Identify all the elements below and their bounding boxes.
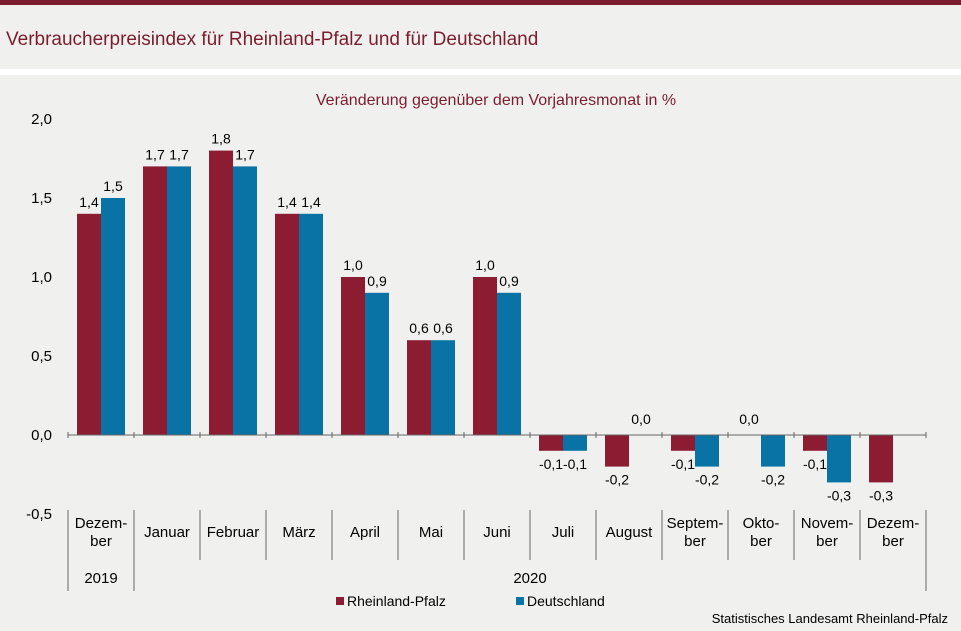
bar-chart: Veränderung gegenüber dem Vorjahresmonat… [26,92,948,626]
data-label: 1,4 [277,194,297,210]
data-label: -0,2 [605,472,629,488]
bar-rheinland-pfalz [869,435,893,483]
data-label: 0,0 [739,411,759,427]
category-label: Dezem- [867,515,920,532]
bars [77,150,893,483]
legend-label: Rheinland-Pfalz [347,593,446,609]
bar-rheinland-pfalz [77,213,101,435]
bar-deutschland [233,166,257,435]
bar-deutschland [563,435,587,451]
data-label: -0,2 [695,472,719,488]
data-label: 0,6 [409,320,429,336]
data-label: 1,7 [235,146,255,162]
bar-rheinland-pfalz [605,435,629,467]
data-label: -0,2 [761,472,785,488]
bar-deutschland [827,435,851,483]
legend-swatch [516,597,524,605]
data-labels: 1,41,71,81,41,00,61,0-0,1-0,2-0,10,0-0,1… [79,131,893,504]
category-label: ber [684,533,706,550]
bar-rheinland-pfalz [209,150,233,435]
data-label: 1,4 [301,194,321,210]
category-label: Juni [483,524,511,541]
category-label: Novem- [801,515,854,532]
data-label: 0,6 [433,320,453,336]
data-label: 0,9 [499,273,519,289]
y-tick-label: 0,0 [31,427,52,444]
bar-rheinland-pfalz [341,277,365,435]
data-label: 1,0 [343,257,363,273]
bar-deutschland [431,340,455,435]
x-axis: Dezem-ber Januar Februar März April Mai Juni Ju… [67,432,927,591]
data-label: 0,9 [367,273,387,289]
bar-rheinland-pfalz [143,166,167,435]
bar-rheinland-pfalz [473,277,497,435]
data-label: 1,7 [145,146,165,162]
data-label: 1,8 [211,131,231,147]
legend-label: Deutschland [527,593,605,609]
data-label: -0,3 [827,487,851,503]
bar-deutschland [695,435,719,467]
data-label: -0,3 [869,487,893,503]
y-tick-label: 0,5 [31,348,52,365]
category-label: März [282,524,315,541]
data-label: 1,5 [103,178,123,194]
y-tick-label: 1,0 [31,269,52,286]
category-label: Januar [144,524,190,541]
data-label: 0,0 [631,411,651,427]
bar-rheinland-pfalz [539,435,563,451]
category-label: ber [90,533,112,550]
category-label: Mai [419,524,443,541]
chart-subtitle: Veränderung gegenüber dem Vorjahresmonat… [316,92,676,109]
y-axis: 2,0 1,5 1,0 0,5 0,0 -0,5 [26,111,52,523]
header-divider [0,69,961,75]
top-accent-bar [0,0,961,5]
data-label: 1,0 [475,257,495,273]
category-label: ber [882,533,904,550]
bar-deutschland [299,213,323,435]
category-label: Februar [207,524,260,541]
category-label: Septem- [667,515,724,532]
data-label: 1,7 [169,146,189,162]
bar-rheinland-pfalz [803,435,827,451]
chart-area: Veränderung gegenüber dem Vorjahresmonat… [0,75,961,631]
data-label: 1,4 [79,194,99,210]
bar-deutschland [761,435,785,467]
bar-rheinland-pfalz [671,435,695,451]
page-title: Verbraucherpreisindex für Rheinland-Pfal… [6,29,539,50]
legend-swatch [336,597,344,605]
legend: Rheinland-Pfalz Deutschland [336,593,605,609]
bar-rheinland-pfalz [407,340,431,435]
category-label: ber [816,533,838,550]
bar-deutschland [497,292,521,435]
y-tick-label: 1,5 [31,190,52,207]
year-label: 2019 [84,570,117,587]
source-note: Statistisches Landesamt Rheinland-Pfalz [712,611,948,626]
bar-rheinland-pfalz [275,213,299,435]
bar-deutschland [101,198,125,435]
y-tick-label: -0,5 [26,506,52,523]
category-label: ber [750,533,772,550]
data-label: -0,1 [671,456,695,472]
category-label: Dezem- [75,515,128,532]
category-label: April [350,524,380,541]
category-label: Juli [552,524,575,541]
data-label: -0,1 [803,456,827,472]
header: Verbraucherpreisindex für Rheinland-Pfal… [0,5,961,69]
data-label: -0,1 [563,456,587,472]
bar-deutschland [167,166,191,435]
category-label: Okto- [743,515,780,532]
y-tick-label: 2,0 [31,111,52,128]
data-label: -0,1 [539,456,563,472]
year-label: 2020 [513,570,546,587]
category-label: August [606,524,654,541]
bar-deutschland [365,292,389,435]
